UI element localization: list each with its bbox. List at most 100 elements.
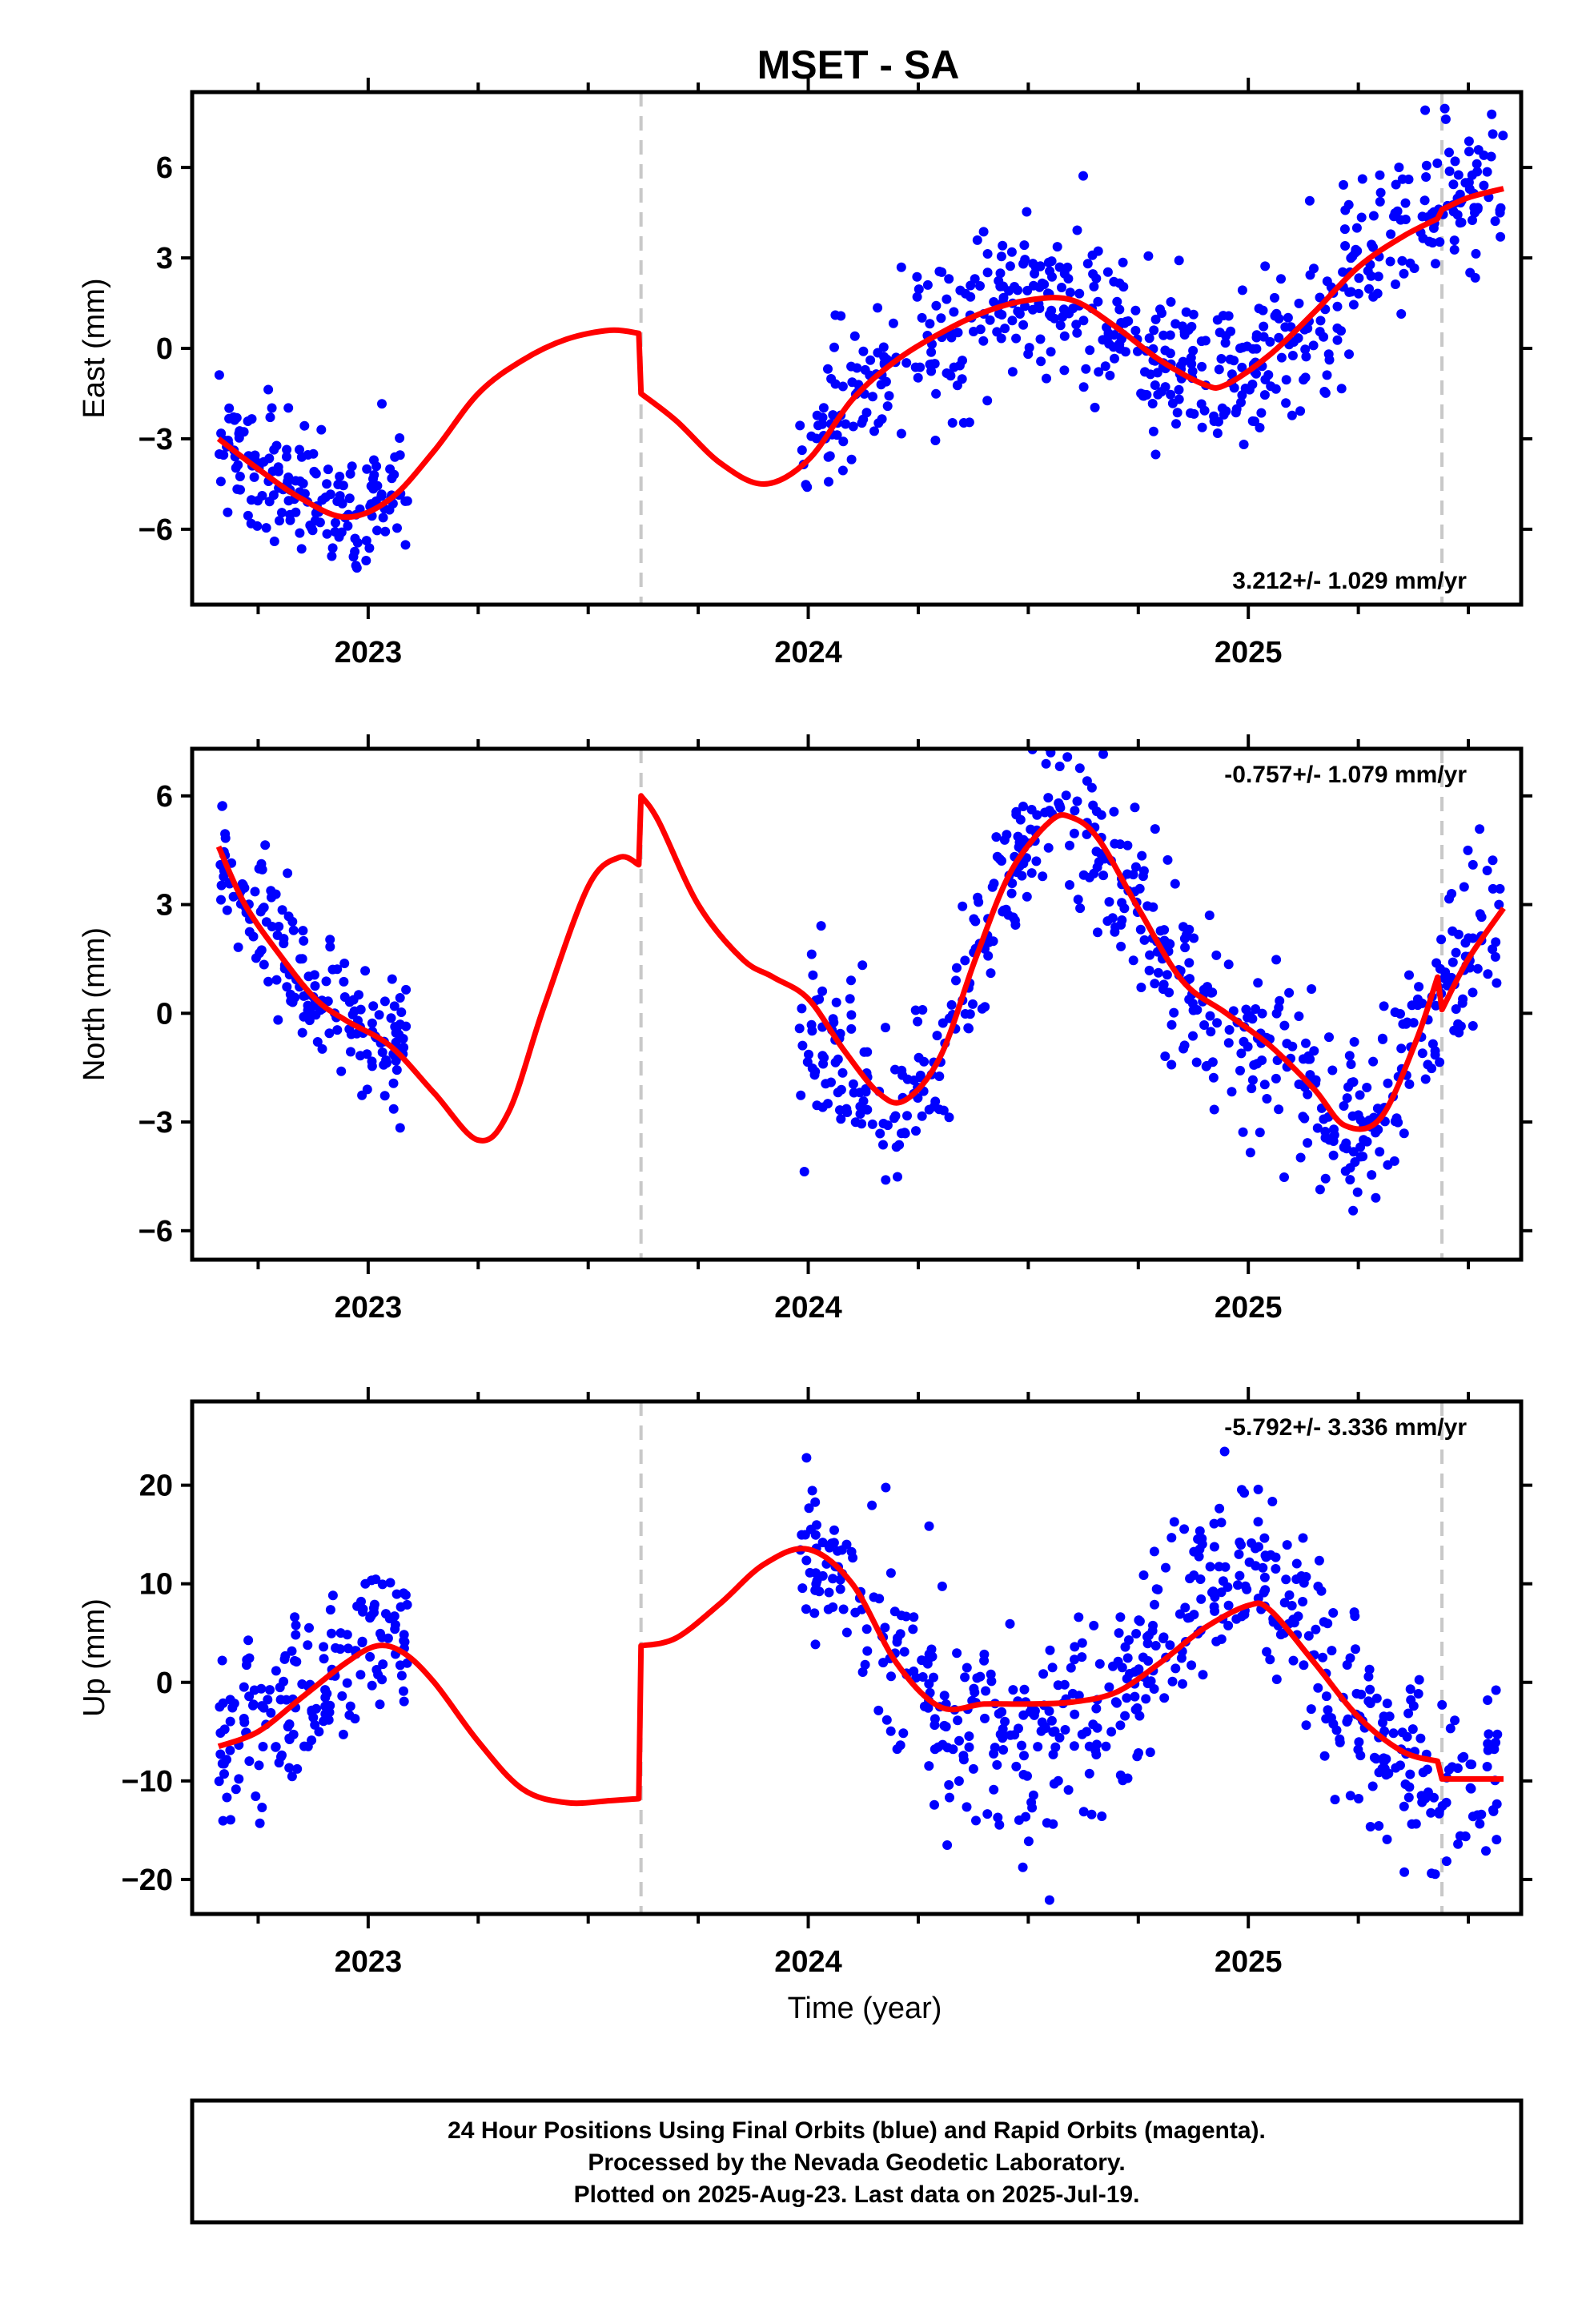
data-point (1150, 1599, 1159, 1610)
data-point (215, 449, 224, 459)
data-point (1492, 1729, 1503, 1739)
data-point (980, 1713, 990, 1723)
data-point (1464, 147, 1474, 157)
data-point (1150, 449, 1161, 460)
data-point (375, 1699, 385, 1710)
data-point (1098, 870, 1109, 881)
data-point (296, 452, 307, 462)
data-point (1116, 318, 1126, 328)
data-point (1323, 1618, 1333, 1629)
data-point (311, 1703, 321, 1714)
data-point (1342, 1717, 1352, 1727)
data-point (290, 1612, 300, 1622)
data-point (823, 452, 833, 462)
data-point (1453, 170, 1464, 180)
data-point (257, 1701, 267, 1711)
data-point (282, 444, 292, 455)
data-point (271, 889, 281, 899)
data-point (1399, 1801, 1409, 1811)
rate-label: -0.757+/- 1.079 mm/yr (1224, 762, 1467, 788)
data-point (1058, 312, 1068, 322)
data-point (348, 995, 359, 1005)
data-point (1371, 1693, 1382, 1703)
data-point (1281, 398, 1291, 408)
data-point (388, 1104, 399, 1114)
data-point (1162, 854, 1173, 865)
data-point (1416, 1791, 1427, 1801)
data-point (1145, 950, 1155, 960)
plot-frame (190, 1399, 1524, 1916)
data-point (1006, 247, 1017, 257)
data-point (297, 954, 307, 964)
data-point (893, 1633, 902, 1643)
data-point (1216, 1587, 1227, 1598)
data-point (966, 280, 976, 291)
data-point (1206, 1027, 1216, 1037)
data-point (1482, 167, 1492, 177)
data-point (1429, 1792, 1439, 1803)
data-point (332, 1025, 343, 1035)
data-point (1327, 1065, 1338, 1076)
data-point (1119, 903, 1130, 914)
data-point (1321, 1691, 1331, 1702)
data-point (379, 996, 390, 1007)
data-point (1488, 944, 1498, 955)
data-point (1160, 1051, 1170, 1061)
data-point (339, 992, 350, 1002)
data-point (989, 879, 999, 889)
data-point (1110, 838, 1120, 849)
data-point (1059, 331, 1070, 341)
data-point (255, 1818, 265, 1828)
data-point (1356, 1689, 1367, 1699)
data-point (1042, 1818, 1052, 1828)
data-point (1301, 1720, 1311, 1731)
data-point (952, 1648, 962, 1659)
data-point (912, 271, 922, 282)
data-point (1214, 416, 1223, 427)
data-point (1435, 1057, 1445, 1068)
data-point (1234, 1549, 1244, 1559)
data-point (848, 1553, 858, 1563)
data-point (1238, 342, 1248, 352)
data-point (239, 1717, 250, 1727)
data-point (937, 1581, 947, 1591)
data-point (1223, 311, 1234, 321)
data-point (217, 1655, 227, 1666)
data-point (934, 1104, 945, 1115)
data-point (1145, 1747, 1155, 1758)
data-point (1481, 1846, 1491, 1856)
data-point (1149, 1546, 1159, 1557)
data-point (345, 468, 355, 479)
data-point (279, 939, 289, 949)
data-point (1274, 1003, 1284, 1013)
data-point (1238, 1127, 1248, 1137)
data-point (1344, 349, 1354, 360)
data-point (913, 1016, 923, 1027)
data-point (1262, 1094, 1272, 1104)
data-point (794, 1023, 805, 1034)
data-point (371, 461, 382, 472)
data-point (1086, 782, 1097, 793)
data-point (801, 1453, 812, 1463)
data-point (801, 480, 811, 490)
data-point (831, 997, 841, 1007)
data-point (355, 1051, 365, 1061)
data-point (1078, 382, 1089, 392)
data-point (1415, 1733, 1426, 1743)
data-point (846, 975, 856, 986)
data-point (1279, 1598, 1290, 1608)
data-point (992, 1759, 1002, 1770)
data-point (1488, 1806, 1499, 1816)
data-point (322, 479, 332, 489)
data-point (1270, 292, 1279, 303)
data-point (1475, 909, 1485, 919)
data-point (1214, 1562, 1224, 1572)
data-point (1488, 855, 1498, 866)
data-point (1203, 982, 1212, 992)
data-point (224, 403, 235, 413)
data-point (1104, 897, 1114, 907)
data-point (1259, 1572, 1270, 1582)
data-point (836, 311, 846, 321)
data-point (217, 801, 227, 811)
data-point (1171, 419, 1181, 429)
